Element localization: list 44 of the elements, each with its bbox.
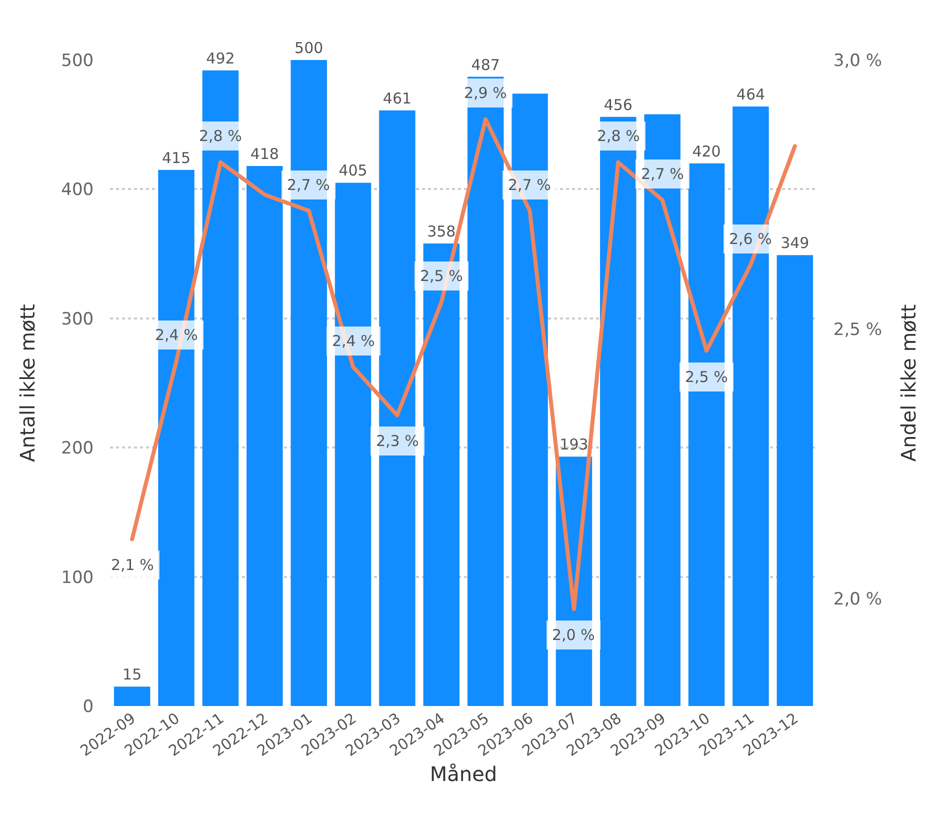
y-tick-label: 200 bbox=[61, 438, 94, 459]
data-label: 2,8 % bbox=[597, 127, 640, 145]
data-label: 193 bbox=[560, 436, 588, 454]
y-tick-label: 0 bbox=[82, 696, 94, 717]
x-axis-title: Måned bbox=[430, 762, 498, 786]
data-label: 2,4 % bbox=[332, 332, 375, 350]
y2-tick-label: 3,0 % bbox=[833, 50, 882, 71]
data-label: 2,6 % bbox=[729, 230, 772, 248]
data-label: 2,7 % bbox=[287, 176, 330, 194]
data-label: 500 bbox=[294, 39, 324, 57]
data-label: 492 bbox=[206, 49, 235, 68]
bar bbox=[776, 255, 814, 706]
data-label: 2,5 % bbox=[420, 267, 463, 285]
y2-tick-label: 2,0 % bbox=[833, 589, 882, 610]
data-label: 2,7 % bbox=[641, 165, 684, 183]
bar bbox=[246, 166, 283, 706]
data-label: 2,9 % bbox=[464, 84, 507, 102]
data-label: 487 bbox=[471, 56, 500, 74]
data-label: 464 bbox=[736, 86, 766, 104]
data-label: 2,5 % bbox=[685, 368, 728, 386]
y-tick-label: 100 bbox=[61, 568, 94, 588]
y-tick-label: 300 bbox=[61, 309, 94, 330]
bar bbox=[202, 70, 239, 706]
data-label: 2,7 % bbox=[508, 176, 551, 194]
data-label: 418 bbox=[250, 144, 279, 163]
y2-axis-title: Andel ikke møtt bbox=[896, 304, 920, 462]
y-tick-label: 500 bbox=[61, 50, 94, 71]
y-tick-label: 400 bbox=[61, 180, 94, 200]
y2-tick-label: 2,5 % bbox=[833, 320, 882, 340]
data-label: 15 bbox=[122, 666, 142, 684]
data-label: 405 bbox=[338, 162, 368, 180]
bar bbox=[114, 686, 150, 706]
data-label: 415 bbox=[162, 148, 191, 167]
data-label: 349 bbox=[780, 234, 810, 252]
data-label: 2,8 % bbox=[199, 127, 242, 145]
data-label: 2,1 % bbox=[111, 556, 154, 574]
data-label: 2,0 % bbox=[552, 626, 595, 644]
data-label: 358 bbox=[427, 222, 456, 240]
data-label: 456 bbox=[604, 96, 632, 114]
data-label: 461 bbox=[382, 89, 412, 108]
data-label: 420 bbox=[692, 142, 721, 160]
data-label: 2,3 % bbox=[376, 432, 419, 450]
y-axis-title: Antall ikke møtt bbox=[16, 304, 40, 462]
data-label: 2,4 % bbox=[155, 326, 198, 344]
